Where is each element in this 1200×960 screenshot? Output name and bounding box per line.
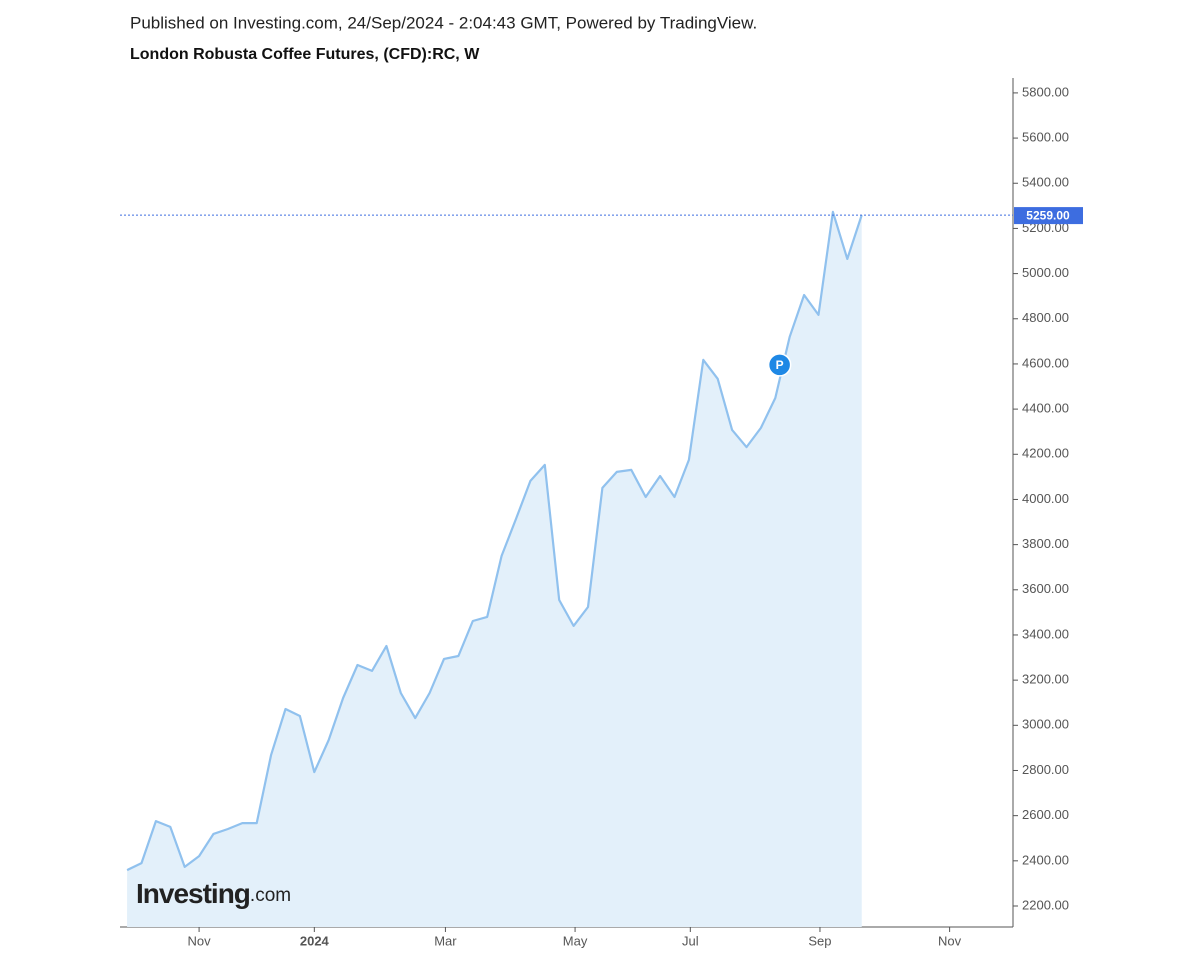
logo-suffix: .com xyxy=(250,885,291,906)
y-tick-label: 4600.00 xyxy=(1022,355,1069,370)
y-tick-label: 5400.00 xyxy=(1022,175,1069,190)
y-tick-label: 3800.00 xyxy=(1022,536,1069,551)
y-tick-label: 4800.00 xyxy=(1022,310,1069,325)
x-tick-label: Nov xyxy=(188,933,212,948)
logo-main: Investing xyxy=(136,878,250,909)
y-tick-label: 2400.00 xyxy=(1022,852,1069,867)
event-marker-label: P xyxy=(776,358,784,372)
y-tick-label: 5600.00 xyxy=(1022,130,1069,145)
y-tick-label: 5000.00 xyxy=(1022,265,1069,280)
y-tick-label: 3000.00 xyxy=(1022,717,1069,732)
y-tick-label: 4400.00 xyxy=(1022,401,1069,416)
x-tick-label: Sep xyxy=(808,933,831,948)
y-tick-label: 4200.00 xyxy=(1022,446,1069,461)
area xyxy=(127,211,862,927)
y-tick-label: 3400.00 xyxy=(1022,626,1069,641)
y-tick-label: 2200.00 xyxy=(1022,897,1069,912)
y-tick-label: 5800.00 xyxy=(1022,84,1069,99)
chart-title: London Robusta Coffee Futures, (CFD):RC,… xyxy=(130,46,480,63)
y-tick-label: 2800.00 xyxy=(1022,762,1069,777)
x-tick-label: May xyxy=(563,933,588,948)
y-tick-label: 3200.00 xyxy=(1022,672,1069,687)
y-tick-label: 3600.00 xyxy=(1022,581,1069,596)
current-price-tag xyxy=(1014,207,1083,225)
y-tick-label: 2600.00 xyxy=(1022,807,1069,822)
current-price-label: 5259.00 xyxy=(1026,208,1070,222)
x-tick-label: Mar xyxy=(434,933,457,948)
y-tick-label: 4000.00 xyxy=(1022,491,1069,506)
publisher-line: Published on Investing.com, 24/Sep/2024 … xyxy=(130,13,757,32)
x-tick-label: Nov xyxy=(938,933,962,948)
x-tick-label: 2024 xyxy=(300,933,330,948)
logo: Investing.com xyxy=(136,878,291,909)
x-tick-label: Jul xyxy=(682,933,699,948)
line xyxy=(126,210,863,872)
event-marker xyxy=(767,353,792,377)
